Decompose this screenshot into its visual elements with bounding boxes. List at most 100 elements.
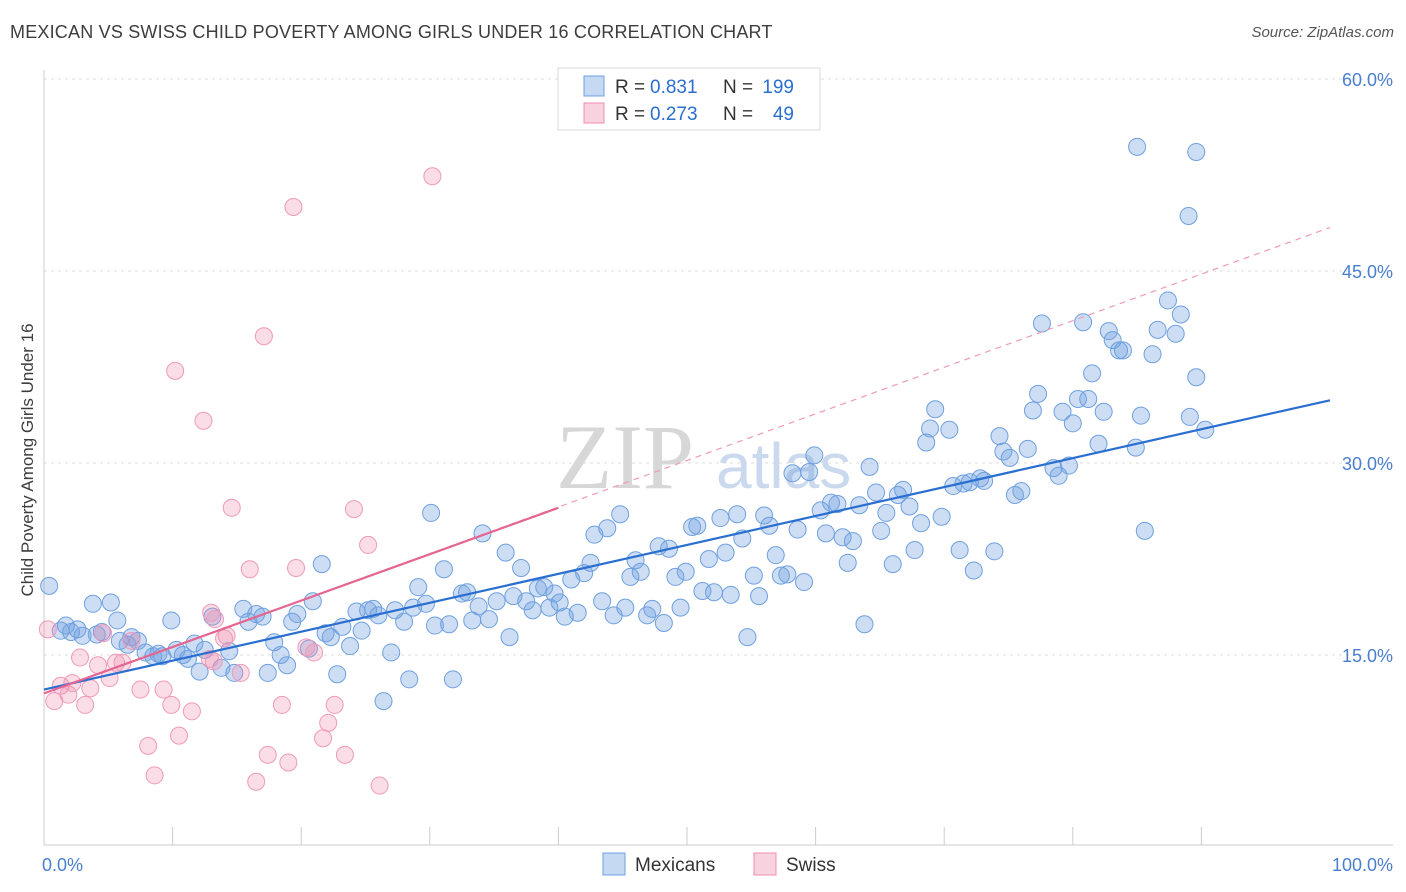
mexicans-point: [550, 593, 569, 612]
mexicans-point: [40, 576, 59, 595]
mexicans-point: [611, 505, 630, 524]
mexicans-point: [788, 520, 807, 539]
mexicans-point: [1148, 320, 1167, 339]
mexicans-point: [766, 546, 785, 565]
mexicans-point: [1158, 291, 1177, 310]
mexicans-point: [671, 598, 690, 617]
swiss-point: [81, 679, 100, 698]
mexicans-point: [917, 433, 936, 452]
mexicans-point: [487, 592, 506, 611]
mexicans-point: [271, 646, 290, 664]
mexicans-point: [816, 524, 835, 543]
legend-swatch: [602, 852, 626, 876]
mexicans-point: [716, 543, 735, 562]
mexicans-point: [750, 587, 769, 606]
mexicans-point: [535, 578, 554, 597]
mexicans-point: [92, 622, 111, 641]
mexicans-point: [1023, 401, 1042, 420]
x-tick-label: 0.0%: [42, 855, 83, 875]
mexicans-point: [500, 628, 519, 647]
mexicans-point: [568, 603, 587, 622]
mexicans-point: [321, 628, 340, 647]
mexicans-point: [921, 419, 940, 438]
legend-r-value: 0.831: [650, 77, 698, 98]
mexicans-point: [800, 462, 819, 481]
legend-swatch: [583, 75, 605, 97]
swiss-point: [231, 663, 250, 682]
mexicans-point: [425, 616, 444, 635]
mexicans-point: [822, 493, 841, 512]
legend-r-label: R =: [615, 104, 645, 125]
swiss-point: [247, 772, 266, 791]
mexicans-point: [87, 625, 106, 644]
mexicans-point: [1063, 414, 1082, 433]
mexicans-point: [872, 521, 891, 540]
swiss-point: [139, 736, 158, 755]
y-tick-label: 45.0%: [1342, 262, 1393, 282]
swiss-point: [335, 745, 354, 764]
mexicans-point: [643, 599, 662, 618]
mexicans-point: [1029, 384, 1048, 403]
swiss-point: [154, 680, 173, 699]
y-tick-labels: 15.0% 30.0% 45.0% 60.0%: [1342, 70, 1393, 666]
mexicans-point: [1089, 434, 1108, 453]
swiss-point: [305, 643, 324, 662]
mexicans-point: [805, 446, 824, 465]
mexicans-point: [738, 628, 757, 647]
mexicans-point: [711, 509, 730, 528]
trend-lines: [43, 226, 1331, 695]
watermark-atlas: atlas: [716, 430, 851, 502]
mexicans-point: [1079, 390, 1098, 408]
watermark-zip: ZIP: [556, 406, 694, 508]
mexicans-point: [422, 503, 441, 522]
mexicans-point: [1135, 521, 1154, 540]
mexicans-point: [900, 497, 919, 516]
mexicans-point: [1099, 322, 1118, 341]
mexicans-point: [795, 573, 814, 592]
swiss-point: [325, 695, 344, 714]
mexicans-point: [964, 561, 983, 580]
mexicans-point: [676, 562, 695, 581]
swiss-point: [76, 695, 95, 714]
mexicans-point: [1012, 482, 1031, 501]
mexicans-point: [1187, 368, 1206, 387]
mexicans-point: [950, 541, 969, 560]
mexicans-point: [496, 543, 515, 562]
mexicans-point: [1113, 341, 1132, 360]
swiss-point: [38, 620, 57, 639]
mexicans-point: [443, 670, 462, 689]
mexicans-point: [778, 565, 797, 584]
mexicans-point: [975, 471, 994, 490]
mexicans-point: [883, 555, 902, 574]
mexicans-point: [1110, 341, 1129, 360]
legend-label: Mexicans: [635, 855, 715, 876]
mexicans-point: [985, 542, 1004, 561]
swiss-point: [319, 713, 338, 732]
mexicans-point: [721, 585, 740, 604]
legend-swatch: [583, 102, 605, 124]
mexicans-point: [621, 567, 640, 586]
mexicans-point: [540, 598, 559, 617]
mexicans-point: [705, 583, 724, 602]
mexicans-point: [1171, 305, 1190, 324]
mexicans-point: [1053, 402, 1072, 421]
legend-top: R = 0.831 N = 199 R = 0.273 N = 49: [557, 67, 821, 131]
mexicans-point: [528, 579, 547, 598]
mexicans-point: [440, 615, 459, 634]
mexicans-point: [905, 541, 924, 560]
legend-bottom: Mexicans Swiss: [602, 852, 836, 876]
mexicans-point: [728, 505, 747, 524]
mexicans-point: [1180, 407, 1199, 426]
mexicans-point: [400, 670, 419, 689]
mexicans-point: [855, 615, 874, 634]
swiss-point: [258, 745, 277, 764]
y-axis-label: Child Poverty Among Girls Under 16: [18, 323, 37, 596]
legend-n-label: N =: [723, 104, 753, 125]
mexicans-point: [479, 610, 498, 629]
mexicans-point: [783, 464, 802, 483]
swiss-point: [215, 629, 234, 648]
legend-r-label: R =: [615, 77, 645, 98]
mexicans-point: [108, 611, 127, 630]
swiss-point: [370, 776, 389, 795]
mexicans-point: [994, 442, 1013, 461]
